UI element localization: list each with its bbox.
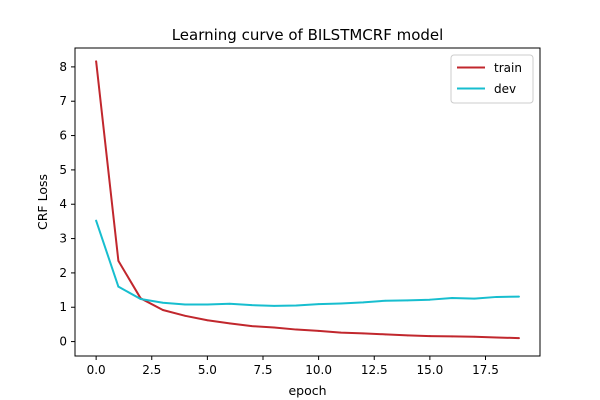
data-point-train (317, 330, 320, 332)
data-point-dev (250, 304, 253, 307)
data-point-dev (295, 304, 298, 307)
y-tick-label: 5 (59, 163, 67, 177)
y-tick-label: 8 (59, 60, 67, 74)
data-point-train (273, 326, 276, 329)
y-tick-label: 2 (59, 266, 67, 280)
data-point-train (228, 322, 231, 325)
data-point-train (206, 319, 209, 322)
data-point-dev (228, 302, 231, 305)
y-tick-label: 4 (59, 197, 67, 211)
data-point-train (250, 325, 253, 328)
x-tick-label: 15.0 (417, 363, 444, 377)
data-point-dev (495, 296, 498, 298)
data-point-train (339, 331, 342, 334)
plot-frame (74, 47, 541, 357)
y-tick-label: 3 (59, 232, 67, 246)
x-tick-label: 7.5 (253, 363, 272, 377)
x-tick-label: 0.0 (87, 363, 106, 377)
data-point-train (362, 332, 365, 335)
data-point-train (384, 333, 387, 336)
series-layer (95, 60, 520, 340)
data-point-dev (161, 301, 164, 304)
series-line-dev (95, 219, 520, 307)
data-point-dev (384, 299, 387, 302)
data-point-dev (451, 297, 454, 299)
data-point-dev (184, 303, 187, 306)
x-tick-label: 12.5 (361, 363, 388, 377)
data-point-dev (406, 299, 409, 302)
series-line-train (95, 60, 520, 340)
x-tick-label: 5.0 (198, 363, 217, 377)
legend-label-dev: dev (494, 82, 516, 96)
y-tick-label: 6 (59, 129, 67, 143)
data-point-dev (362, 301, 365, 304)
data-point-train (295, 328, 298, 331)
legend: train dev (450, 54, 534, 104)
data-point-train (451, 335, 454, 338)
data-point-train (473, 335, 476, 338)
data-point-dev (428, 298, 431, 301)
x-axis-label: epoch (288, 383, 326, 398)
data-point-dev (139, 298, 142, 300)
data-point-dev (273, 304, 276, 307)
data-point-train (161, 309, 164, 311)
data-point-dev (473, 297, 476, 300)
y-tick-label: 7 (59, 94, 67, 108)
data-point-train (428, 335, 431, 337)
data-point-dev (339, 302, 342, 305)
x-tick-label: 10.0 (305, 363, 332, 377)
data-point-train (406, 334, 409, 337)
legend-label-train: train (494, 61, 522, 75)
data-point-train (495, 336, 498, 339)
data-point-dev (517, 295, 520, 298)
y-tick-label: 1 (59, 300, 67, 314)
data-point-dev (95, 219, 98, 222)
x-tick-label: 17.5 (472, 363, 499, 377)
data-point-train (517, 337, 520, 340)
data-point-dev (317, 303, 320, 306)
chart-title: Learning curve of BILSTMCRF model (172, 26, 444, 44)
x-tick-label: 2.5 (142, 363, 161, 377)
y-axis-label: CRF Loss (35, 174, 50, 230)
data-point-train (117, 259, 120, 262)
data-point-dev (206, 303, 209, 306)
data-point-dev (117, 285, 120, 288)
y-axis-ticks: 0 1 2 3 4 5 6 7 8 (59, 60, 75, 349)
data-point-train (95, 60, 98, 63)
data-point-train (184, 314, 187, 317)
x-axis-ticks: 0.0 2.5 5.0 7.5 10.0 12.5 15.0 17.5 (87, 356, 499, 377)
y-tick-label: 0 (59, 335, 67, 349)
